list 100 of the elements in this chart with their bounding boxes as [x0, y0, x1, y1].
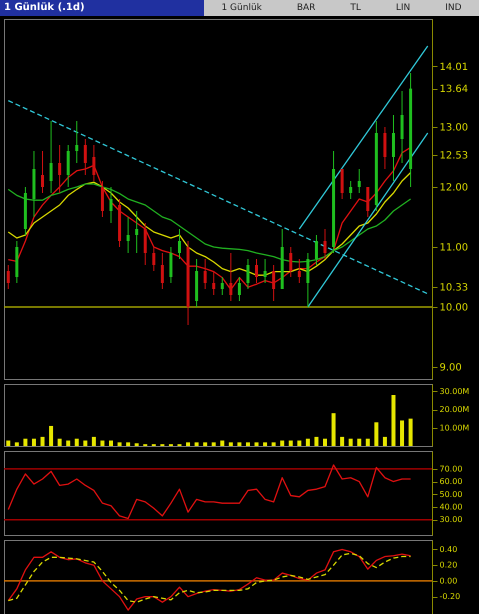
- line-series: [8, 552, 412, 603]
- bar: [194, 442, 199, 446]
- chart-title: 1 Günlük (.1d): [3, 1, 86, 15]
- bar: [323, 438, 327, 446]
- bar: [74, 438, 79, 446]
- bar: [220, 440, 224, 446]
- text: 1 Günlük: [221, 2, 262, 15]
- candlestick: [58, 144, 62, 194]
- candlestick: [324, 228, 326, 260]
- bar: [357, 438, 362, 446]
- y-tick-label: 10.00M: [440, 423, 470, 432]
- candlestick: [169, 246, 172, 284]
- candlestick: [66, 144, 70, 188]
- text: BAR: [296, 2, 316, 15]
- bar: [186, 442, 190, 446]
- y-tick-label: 70.00: [440, 464, 462, 474]
- bar: [246, 442, 250, 446]
- bar: [382, 436, 387, 446]
- candlestick: [6, 264, 10, 290]
- bar: [6, 440, 10, 446]
- candlestick: [298, 258, 301, 284]
- candlestick: [84, 138, 87, 176]
- bar: [40, 436, 45, 446]
- y-tick-label: 50.00: [440, 490, 462, 499]
- y-tick-label: 14.01: [440, 62, 468, 73]
- y-tick-label: 60.00: [440, 477, 462, 486]
- candlestick: [358, 168, 361, 194]
- y-tick-label: 20.00M: [440, 405, 470, 414]
- candlestick: [75, 120, 78, 164]
- bar: [366, 438, 370, 446]
- bar: [14, 442, 19, 446]
- y-tick-label: 13.64: [440, 84, 468, 96]
- candlestick: [289, 246, 292, 278]
- bar: [58, 438, 62, 446]
- candlestick: [126, 216, 130, 254]
- y-tick-label: 40.00: [440, 502, 462, 512]
- candlestick: [144, 222, 147, 266]
- candlestick: [349, 180, 352, 200]
- bar: [272, 442, 276, 446]
- bar: [212, 442, 216, 446]
- bar: [408, 418, 413, 446]
- candlestick: [264, 258, 267, 284]
- bar: [314, 436, 318, 446]
- line-series: [8, 464, 412, 520]
- y-tick-label: 13.00: [440, 122, 468, 134]
- bar: [400, 420, 404, 446]
- y-tick-label: 0.00: [440, 576, 458, 586]
- bar: [228, 442, 233, 446]
- text: LIN: [396, 2, 410, 15]
- candlestick: [152, 246, 156, 272]
- candlestick: [135, 210, 138, 254]
- bar: [32, 438, 36, 446]
- candlestick: [178, 228, 181, 260]
- y-tick-label: 12.00: [440, 182, 468, 194]
- candlestick: [212, 270, 216, 296]
- y-tick-label: 10.00: [440, 302, 468, 314]
- line-series: [8, 548, 412, 611]
- text: IND: [445, 2, 462, 15]
- bar: [288, 440, 293, 446]
- y-tick-label: 30.00M: [440, 386, 470, 396]
- bar: [374, 422, 378, 446]
- y-tick-label: 9.00: [440, 362, 462, 374]
- candlestick: [160, 252, 164, 290]
- bar: [237, 442, 242, 446]
- bar: [100, 440, 104, 446]
- y-tick-label: 30.00: [440, 515, 462, 524]
- bar: [23, 438, 28, 446]
- bar: [83, 440, 88, 446]
- candlestick: [220, 276, 224, 296]
- bar: [109, 440, 113, 446]
- candlestick: [92, 144, 96, 182]
- candlestick: [400, 90, 404, 164]
- candlestick: [340, 168, 344, 200]
- bar: [134, 443, 139, 446]
- y-tick-label: 10.33: [440, 282, 468, 294]
- bar: [332, 413, 336, 446]
- bar: [254, 442, 259, 446]
- candlestick: [306, 252, 310, 308]
- candlestick: [229, 252, 232, 302]
- y-tick-label: 0.40: [440, 544, 458, 554]
- bar: [203, 442, 208, 446]
- text: TL: [350, 2, 361, 15]
- bar: [263, 442, 268, 446]
- bar: [280, 440, 284, 446]
- candlestick: [41, 150, 44, 194]
- candlestick: [100, 180, 104, 218]
- bar: [118, 442, 122, 446]
- bar: [297, 440, 302, 446]
- bar: [49, 426, 54, 446]
- candlestick: [255, 258, 258, 284]
- candlestick: [272, 264, 276, 302]
- bar: [348, 438, 353, 446]
- bar: [126, 442, 130, 446]
- candlestick: [366, 186, 370, 218]
- y-tick-label: 0.20: [440, 560, 458, 570]
- candlestick: [383, 126, 386, 170]
- candlestick: [246, 258, 250, 290]
- y-tick-label: 11.00: [440, 242, 468, 254]
- bar: [66, 440, 70, 446]
- y-tick-label: 12.53: [440, 150, 468, 162]
